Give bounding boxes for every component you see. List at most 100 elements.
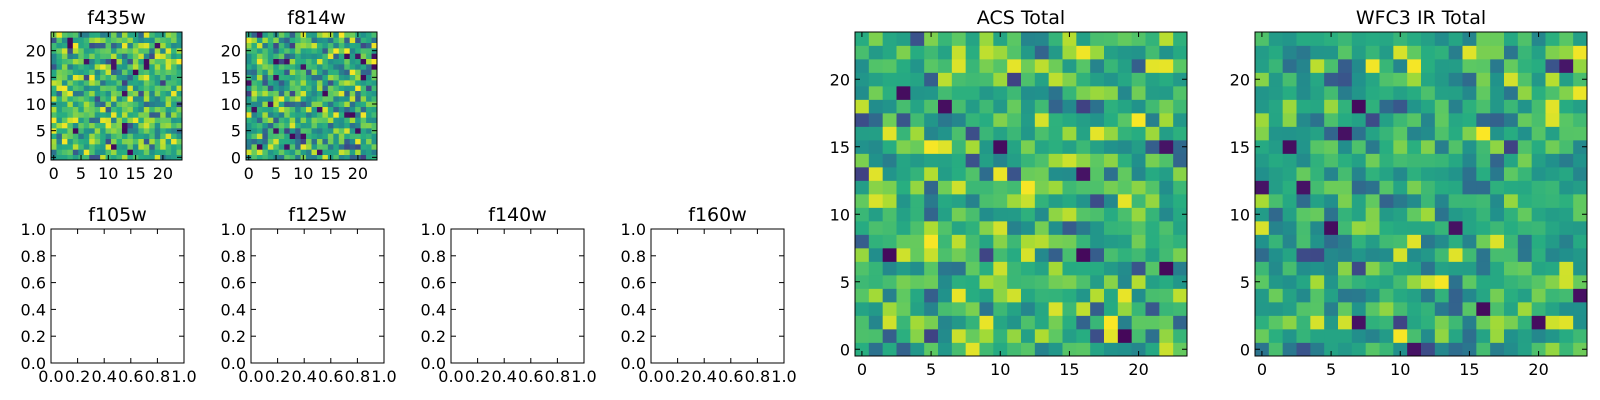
heatmap-cell xyxy=(1076,99,1091,114)
heatmap-cell xyxy=(855,113,870,127)
heatmap-cell xyxy=(882,302,897,316)
heatmap-cell xyxy=(171,133,177,140)
heatmap-cell xyxy=(160,80,166,86)
heatmap-cell xyxy=(273,58,280,65)
heatmap-cell xyxy=(246,85,252,92)
heatmap-cell xyxy=(116,64,123,70)
heatmap-cell xyxy=(1131,180,1146,195)
heatmap-cell xyxy=(111,101,117,108)
heatmap-cell xyxy=(327,117,334,124)
heatmap-cell xyxy=(855,234,870,249)
heatmap-cell xyxy=(1104,86,1119,100)
heatmap-cell xyxy=(371,80,378,86)
heatmap-cell xyxy=(83,69,90,76)
heatmap-cell xyxy=(149,53,156,60)
heatmap-cell xyxy=(951,99,967,114)
heatmap-cell xyxy=(1559,234,1574,249)
heatmap-cell xyxy=(262,80,269,86)
heatmap-cell xyxy=(116,112,123,118)
heatmap-cell xyxy=(1531,86,1546,100)
heatmap-cell xyxy=(1034,59,1050,73)
heatmap-cell xyxy=(262,64,269,70)
x-tick-label: 1.0 xyxy=(571,367,596,386)
heatmap-cell xyxy=(1476,194,1491,208)
panel-title: f435w xyxy=(87,7,146,29)
heatmap-cell xyxy=(1559,221,1574,235)
heatmap-cell xyxy=(1145,221,1160,235)
heatmap-cell xyxy=(1104,45,1119,60)
heatmap-cell xyxy=(154,58,161,65)
heatmap-cell xyxy=(262,149,269,156)
heatmap-cell xyxy=(344,128,351,134)
heatmap-cell xyxy=(344,80,351,86)
heatmap-cell xyxy=(327,106,334,113)
heatmap-cell xyxy=(360,74,367,81)
heatmap-cell xyxy=(965,153,980,168)
heatmap-cell xyxy=(1504,59,1519,73)
heatmap-cell xyxy=(251,69,258,76)
heatmap-cell xyxy=(89,154,96,161)
heatmap-cell xyxy=(273,80,280,86)
heatmap-cell xyxy=(256,80,263,86)
heatmap-cell xyxy=(355,74,361,81)
heatmap-cell xyxy=(1365,261,1380,276)
heatmap-cell xyxy=(1421,113,1436,127)
heatmap-cell xyxy=(267,64,274,70)
heatmap-cell xyxy=(938,302,953,316)
heatmap-cell xyxy=(132,106,139,113)
heatmap-cell xyxy=(1296,113,1311,127)
heatmap-cell xyxy=(160,53,166,60)
heatmap-cell xyxy=(256,117,263,124)
heatmap-cell xyxy=(1407,234,1422,249)
heatmap-cell xyxy=(1462,140,1477,154)
heatmap-cell xyxy=(132,69,139,76)
heatmap-cell xyxy=(868,288,884,303)
heatmap-cell xyxy=(371,122,378,129)
heatmap-cell xyxy=(1145,72,1160,87)
heatmap-cell xyxy=(316,42,323,49)
heatmap-cell xyxy=(868,234,884,249)
heatmap-cell xyxy=(1379,167,1394,181)
heatmap-cell xyxy=(355,117,361,124)
heatmap-cell xyxy=(1476,113,1491,127)
heatmap-cell xyxy=(1159,45,1174,60)
heatmap-cell xyxy=(1173,288,1188,303)
heatmap-cell xyxy=(910,32,925,46)
heatmap-cell xyxy=(924,221,939,235)
heatmap-cell xyxy=(1021,59,1036,73)
heatmap-cell xyxy=(1504,86,1519,100)
heatmap-cell xyxy=(1434,302,1450,316)
heatmap-cell xyxy=(246,69,252,76)
heatmap-cell xyxy=(338,48,345,54)
plot-frame xyxy=(650,228,785,364)
heatmap-cell xyxy=(1034,207,1050,222)
heatmap-cell xyxy=(366,154,372,161)
heatmap-cell xyxy=(1573,32,1588,46)
heatmap-cell xyxy=(1379,261,1394,276)
heatmap-cell xyxy=(924,207,939,222)
heatmap-cell xyxy=(176,90,183,97)
heatmap-cell xyxy=(267,112,274,118)
heatmap-cell xyxy=(951,140,967,154)
heatmap-cell xyxy=(1545,342,1560,357)
y-tick-label: 0.8 xyxy=(421,247,446,266)
heatmap-cell xyxy=(1407,167,1422,181)
heatmap-cell xyxy=(1421,288,1436,303)
heatmap-cell xyxy=(1476,248,1491,262)
heatmap-cell xyxy=(127,138,134,145)
heatmap-cell xyxy=(338,74,345,81)
heatmap-cell xyxy=(94,69,101,76)
heatmap-cell xyxy=(938,59,953,73)
heatmap-cell xyxy=(121,133,128,140)
heatmap-cell xyxy=(311,58,318,65)
heatmap-cell xyxy=(111,58,117,65)
heatmap-cell xyxy=(100,122,106,129)
heatmap-cell xyxy=(1090,153,1105,168)
heatmap-cell xyxy=(327,53,334,60)
heatmap-cell xyxy=(1351,59,1367,73)
heatmap-cell xyxy=(89,32,96,38)
heatmap-cell xyxy=(1268,140,1284,154)
heatmap-cell xyxy=(360,106,367,113)
heatmap-cell xyxy=(993,194,1008,208)
heatmap-cell xyxy=(868,342,884,357)
